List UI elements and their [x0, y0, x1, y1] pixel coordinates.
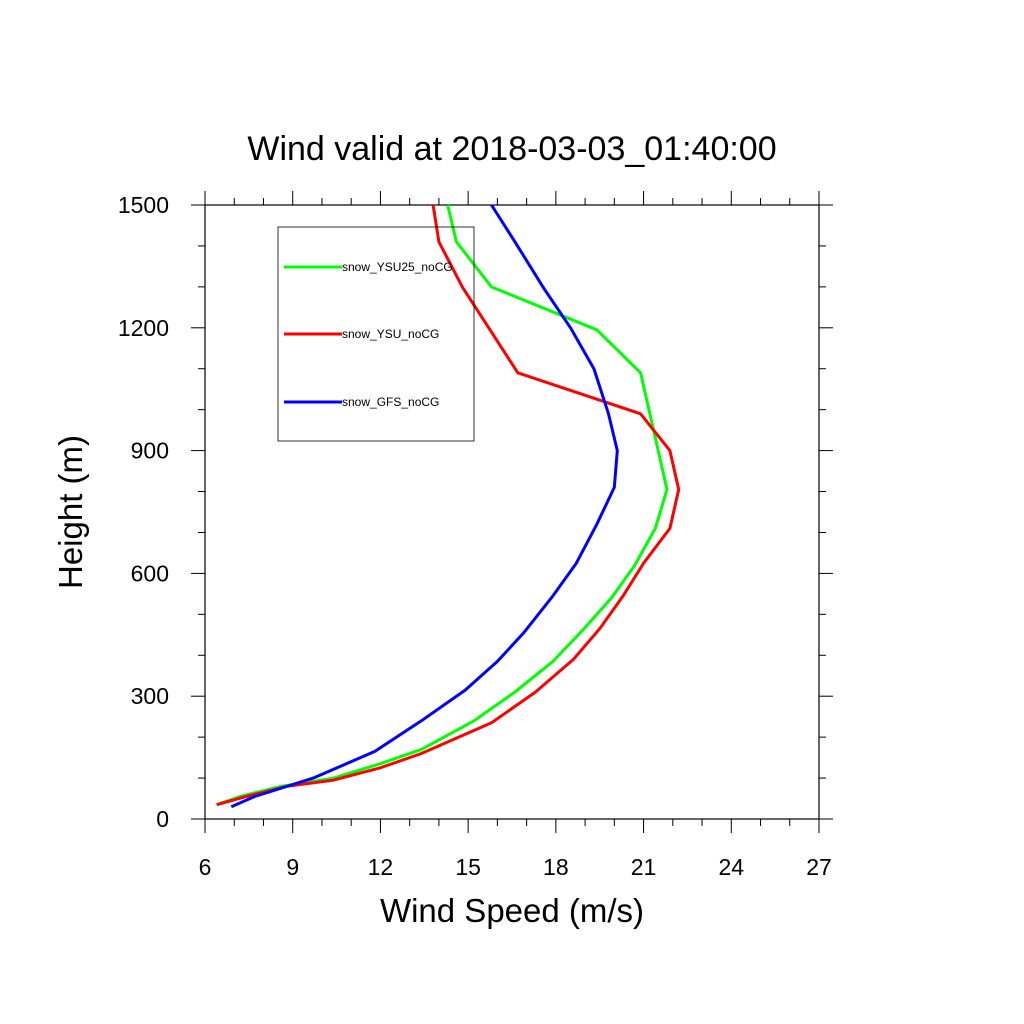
y-tick-label: 300 — [131, 683, 169, 709]
y-tick-label: 900 — [131, 438, 169, 464]
plot-frame — [204, 204, 820, 820]
y-tick-label: 1500 — [118, 192, 169, 218]
y-tick-label: 1200 — [118, 315, 169, 341]
y-tick-label: 600 — [131, 560, 169, 586]
y-tick-label: 0 — [156, 806, 169, 832]
x-tick-label: 6 — [199, 854, 212, 880]
x-tick-label: 9 — [286, 854, 299, 880]
x-tick-label: 12 — [368, 854, 394, 880]
legend: snow_YSU25_noCG snow_YSU_noCG snow_GFS_noC… — [277, 226, 475, 442]
axis-tick-labels: 6 9 12 15 18 21 24 27 0 300 600 900 1200 1500 — [118, 192, 832, 880]
axis-ticks — [191, 191, 833, 833]
x-tick-label: 18 — [543, 854, 569, 880]
x-tick-label: 24 — [718, 854, 744, 880]
legend-label: snow_GFS_noCG — [342, 395, 439, 409]
series-line-snow_YSU25_noCG — [216, 204, 669, 807]
chart-title: Wind valid at 2018-03-03_01:40:00 — [247, 130, 776, 168]
series-line-snow_GFS_noCG — [230, 204, 619, 809]
y-axis-label: Height (m) — [52, 435, 89, 589]
x-tick-label: 27 — [806, 854, 832, 880]
legend-label: snow_YSU_noCG — [342, 327, 439, 341]
x-tick-label: 21 — [631, 854, 657, 880]
x-tick-label: 15 — [455, 854, 481, 880]
legend-label: snow_YSU25_noCG — [342, 260, 453, 274]
series-line-snow_YSU_noCG — [216, 204, 681, 807]
series-lines — [216, 204, 681, 809]
legend-box — [277, 226, 475, 442]
x-axis-label: Wind Speed (m/s) — [380, 892, 644, 929]
